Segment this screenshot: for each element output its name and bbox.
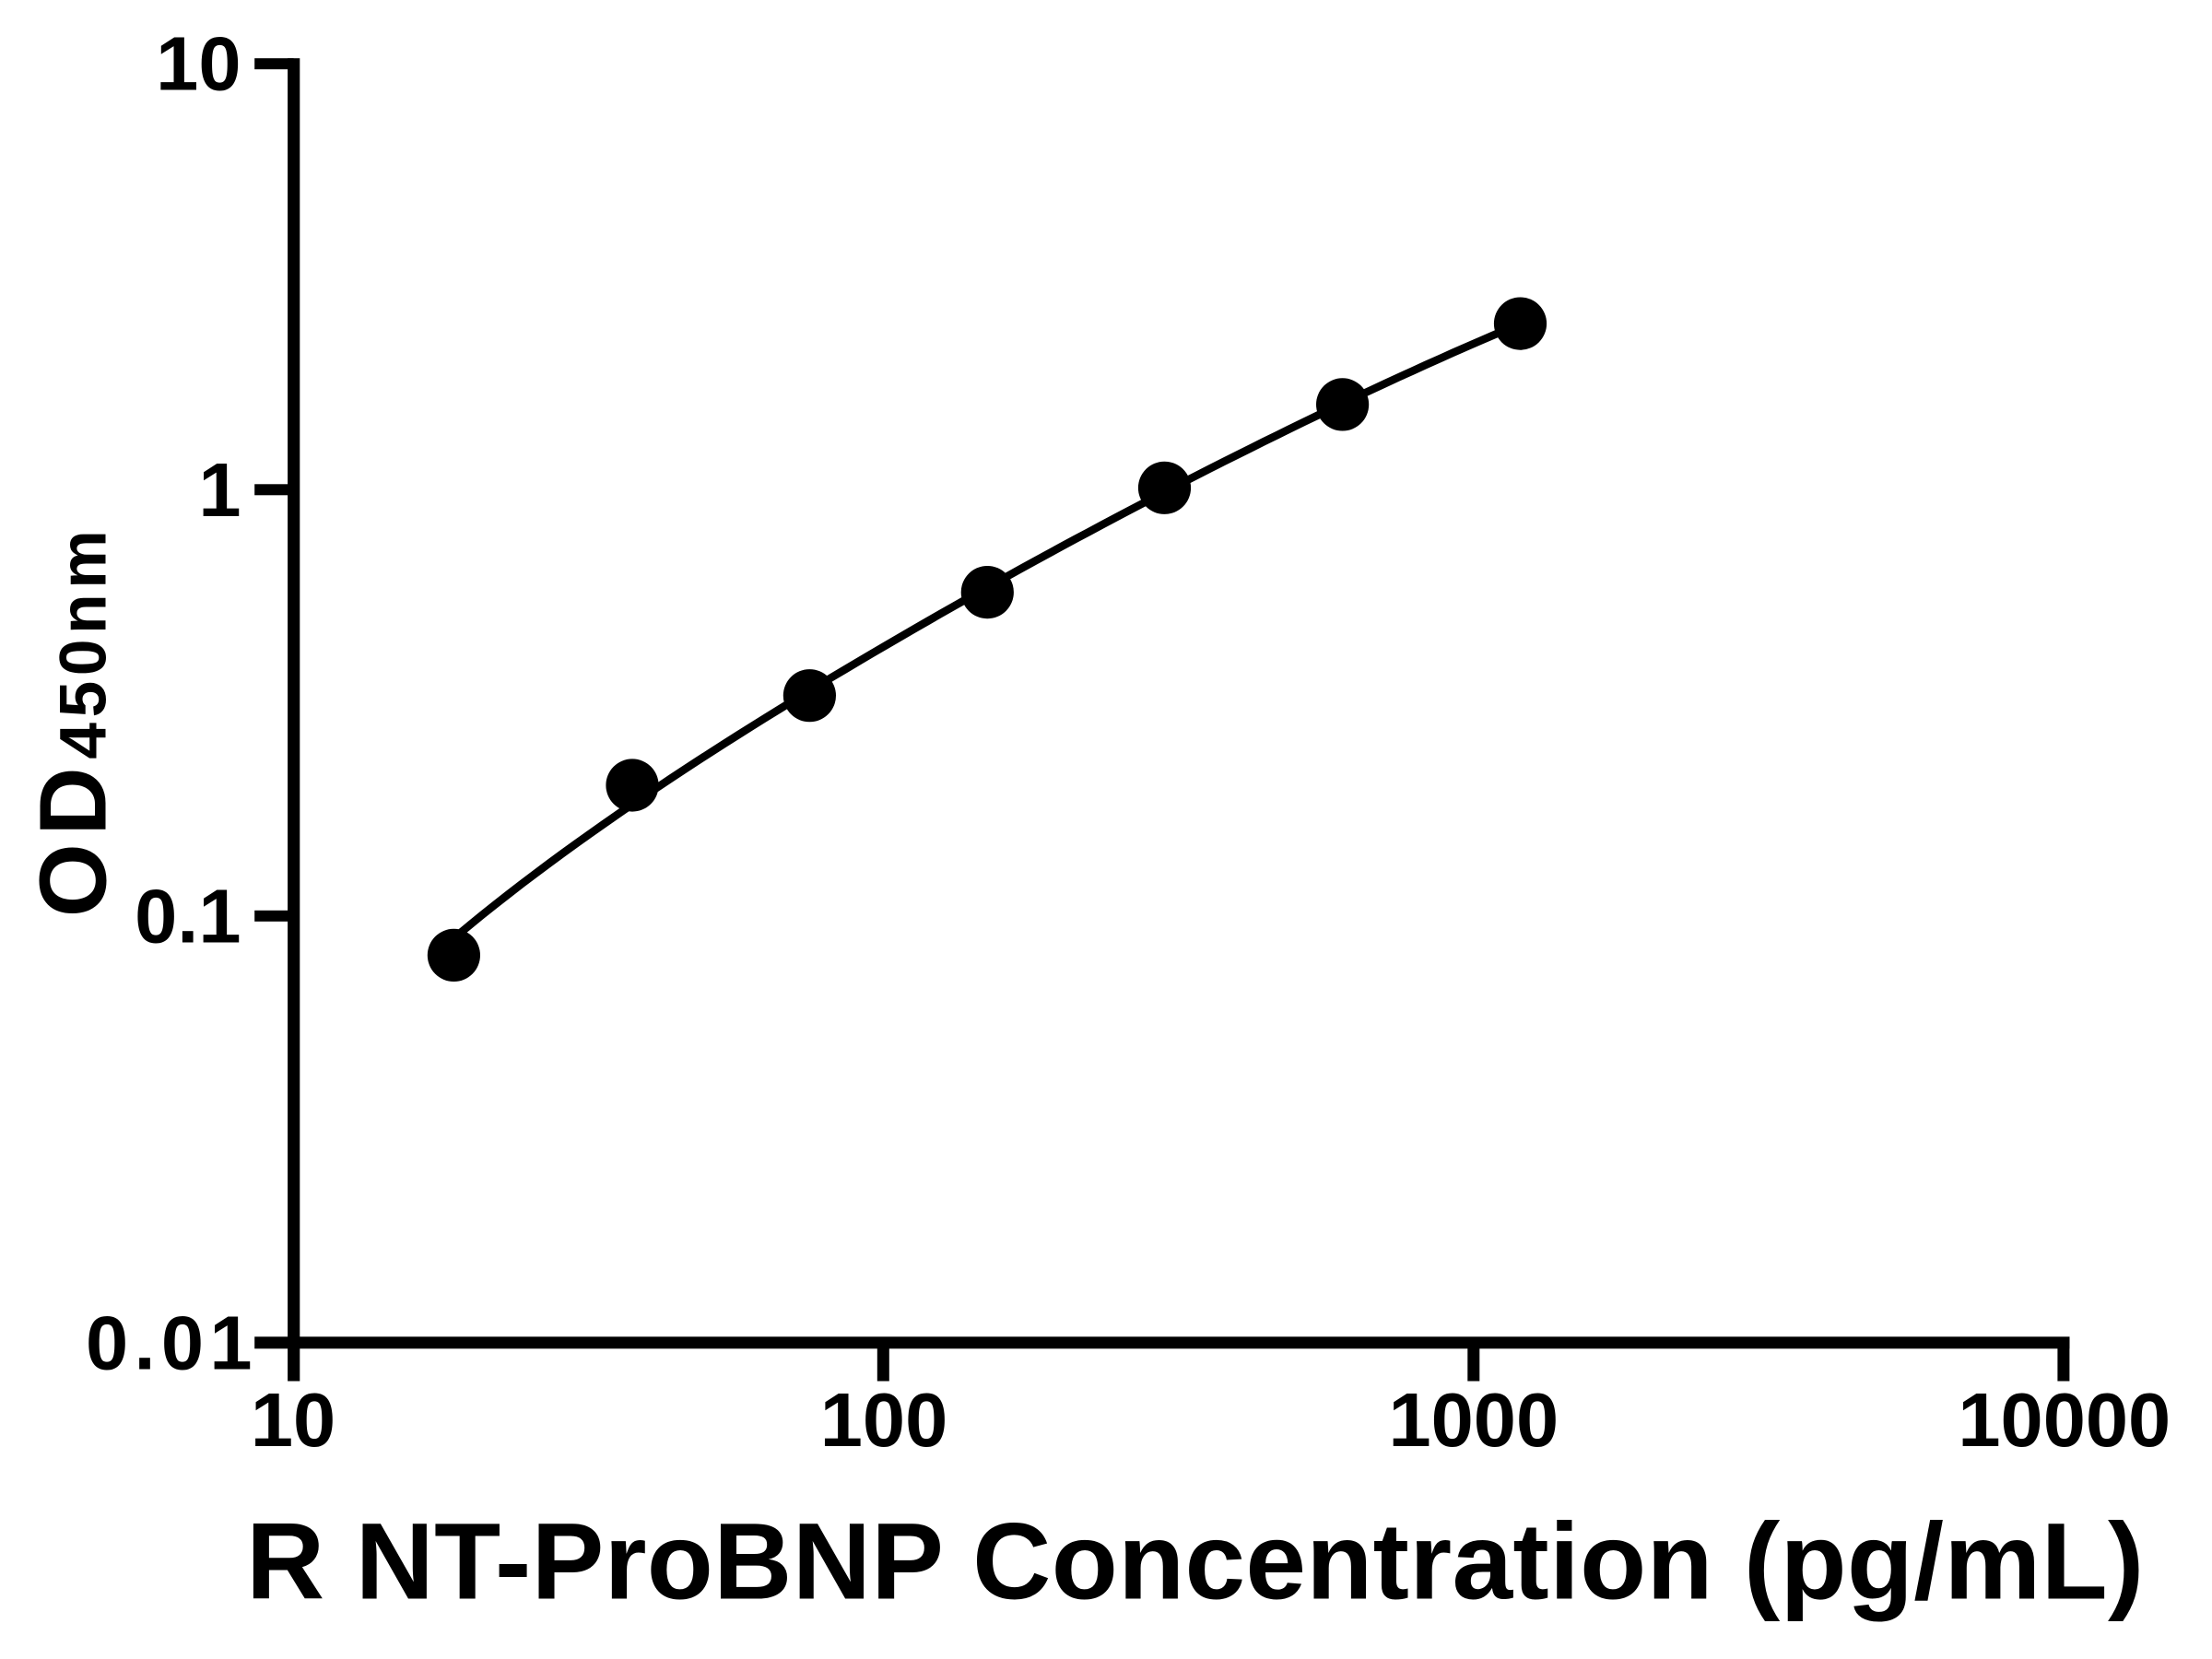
svg-text:OD450nm: OD450nm	[19, 525, 125, 918]
svg-text:10: 10	[251, 1377, 335, 1463]
svg-text:0.01: 0.01	[86, 1300, 258, 1385]
svg-text:1: 1	[198, 447, 241, 533]
svg-text:10: 10	[156, 20, 241, 106]
svg-text:100: 100	[820, 1377, 947, 1463]
svg-text:R NT-ProBNP Concentration (pg/: R NT-ProBNP Concentration (pg/mL)	[246, 1500, 2145, 1622]
svg-text:0.1: 0.1	[135, 873, 241, 959]
svg-text:1000: 1000	[1388, 1377, 1559, 1463]
svg-text:10000: 10000	[1958, 1377, 2171, 1463]
